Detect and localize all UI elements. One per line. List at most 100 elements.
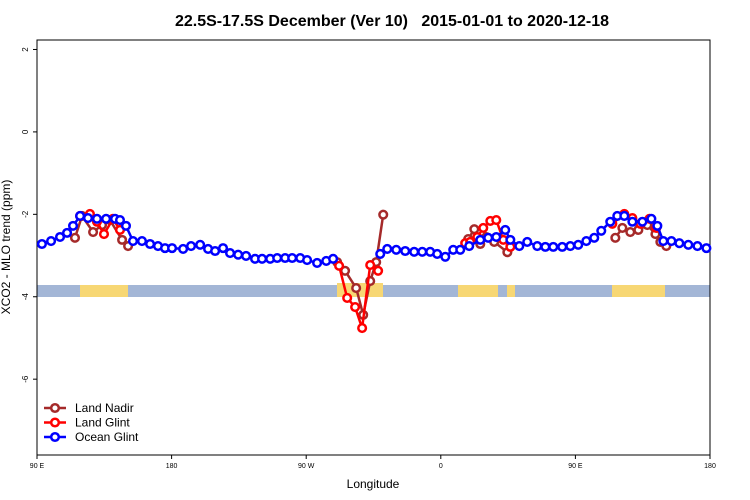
point [400, 245, 411, 257]
point [464, 241, 475, 252]
point [67, 220, 79, 231]
point [692, 241, 703, 252]
point [217, 243, 229, 254]
point [287, 252, 298, 264]
point [36, 238, 47, 250]
point [532, 241, 543, 252]
point [391, 244, 402, 255]
point [658, 236, 669, 247]
point [491, 215, 502, 226]
point [557, 241, 568, 252]
point [522, 236, 533, 247]
point [342, 292, 353, 304]
legend-marker [49, 417, 61, 428]
point [101, 213, 112, 224]
point [674, 238, 685, 249]
x-tick-label: 90 E [568, 463, 583, 470]
point [136, 236, 148, 247]
point [272, 252, 283, 264]
point [619, 210, 630, 222]
point [483, 232, 494, 243]
point [62, 227, 73, 238]
point [225, 248, 236, 259]
y-tick-label: -4 [21, 293, 30, 301]
point [652, 220, 663, 231]
point [185, 241, 197, 252]
land-patch [507, 285, 515, 297]
y-axis-label: XCO2 - MLO trend (ppm) [0, 180, 13, 315]
point [114, 215, 126, 226]
y-tick-label: -6 [21, 375, 30, 383]
y-tick-label: 2 [21, 47, 30, 52]
point [350, 302, 361, 313]
legend-label: Land Glint [75, 416, 130, 430]
point [581, 236, 592, 247]
point [257, 253, 268, 264]
point [378, 209, 389, 220]
point [127, 236, 139, 247]
point [375, 248, 386, 259]
x-tick-label: 90 E [30, 463, 45, 470]
point [82, 212, 94, 224]
y-tick-label: 0 [21, 129, 30, 134]
point [432, 248, 443, 259]
point [540, 241, 551, 252]
x-tick-label: 90 W [298, 463, 315, 470]
plot-frame [36, 39, 711, 456]
legend-label: Land Nadir [75, 401, 134, 415]
point [625, 226, 636, 238]
point [605, 216, 616, 227]
land-patch [612, 285, 665, 297]
point [241, 250, 252, 261]
point [145, 238, 156, 250]
point [54, 231, 66, 243]
land-patch [80, 285, 128, 297]
point [88, 226, 99, 238]
point [312, 257, 323, 269]
point [548, 241, 559, 252]
point [166, 243, 178, 254]
point [382, 243, 393, 254]
point [589, 232, 600, 243]
point [573, 239, 584, 250]
point [117, 234, 128, 245]
point [514, 241, 525, 252]
point [505, 234, 516, 245]
point [478, 222, 489, 233]
y-tick-label: -2 [21, 210, 30, 218]
point [75, 210, 86, 222]
point [233, 249, 244, 260]
point [627, 216, 638, 227]
point [440, 251, 451, 262]
point [683, 239, 694, 250]
point [646, 213, 657, 224]
point [195, 239, 206, 250]
point [455, 244, 466, 255]
point [46, 236, 57, 247]
x-tick-label: 180 [166, 463, 178, 470]
series-line [79, 212, 658, 329]
point [409, 246, 420, 257]
point [596, 225, 607, 236]
point [328, 253, 339, 264]
point [210, 245, 221, 257]
point [565, 241, 576, 252]
point [91, 213, 103, 224]
x-axis-label: Longitude [347, 477, 400, 491]
legend-label: Ocean Glint [75, 430, 139, 444]
point [666, 236, 677, 247]
point [610, 232, 621, 243]
point [120, 220, 132, 231]
legend-marker [49, 402, 61, 414]
point [351, 283, 362, 294]
point [701, 243, 712, 254]
x-tick-label: 0 [439, 463, 443, 470]
point [365, 259, 376, 271]
legend-marker [49, 431, 61, 443]
land-patch [458, 285, 498, 297]
point [500, 224, 511, 236]
point [617, 222, 628, 233]
land-mask [37, 283, 710, 297]
